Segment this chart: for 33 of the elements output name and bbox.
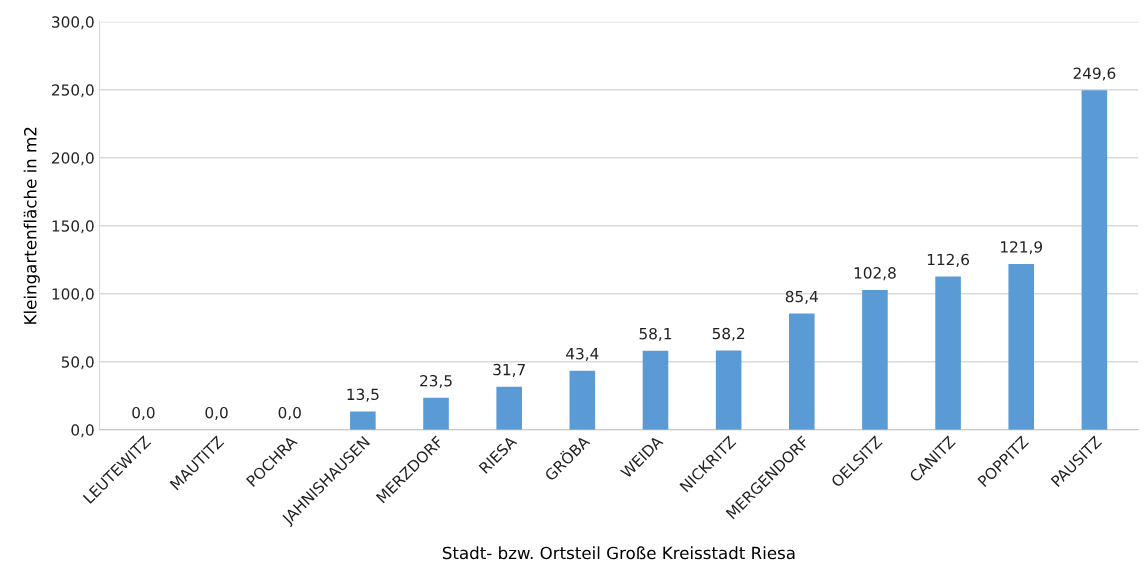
data-label: 23,5 <box>420 374 452 389</box>
y-tick-label: 100,0 <box>52 288 94 302</box>
y-tick-label: 200,0 <box>52 152 94 166</box>
bar <box>862 289 888 430</box>
y-axis-title: Kleingartenfläche in m2 <box>23 127 40 324</box>
data-label: 0,0 <box>278 406 301 421</box>
bar <box>496 386 522 430</box>
bar <box>715 350 742 430</box>
data-label: 112,6 <box>927 253 969 267</box>
data-label: 249,6 <box>1073 67 1116 81</box>
data-label: 31,7 <box>493 363 525 377</box>
data-label: 43,4 <box>566 347 599 361</box>
data-label: 58,2 <box>712 327 745 341</box>
data-label: 13,5 <box>347 388 379 402</box>
y-tick-label: 250,0 <box>52 84 94 98</box>
y-tick-label: 150,0 <box>52 220 94 234</box>
data-label: 58,1 <box>639 327 672 341</box>
data-label: 85,4 <box>785 290 818 304</box>
y-tick-label: 50,0 <box>61 356 94 370</box>
x-axis-title: Stadt- bzw. Ortsteil Große Kreisstadt Riesa <box>442 546 795 560</box>
bar <box>569 370 596 430</box>
bar <box>1008 263 1035 430</box>
bar <box>350 411 376 430</box>
bar <box>642 350 669 430</box>
y-tick-label: 300,0 <box>52 16 94 30</box>
bar <box>935 276 961 430</box>
data-label: 102,8 <box>854 267 896 281</box>
bar <box>423 397 449 430</box>
data-label: 0,0 <box>205 406 228 421</box>
bar <box>1081 90 1108 430</box>
bar <box>788 313 815 430</box>
data-label: 121,9 <box>1001 241 1043 255</box>
data-label: 0,0 <box>132 406 155 421</box>
